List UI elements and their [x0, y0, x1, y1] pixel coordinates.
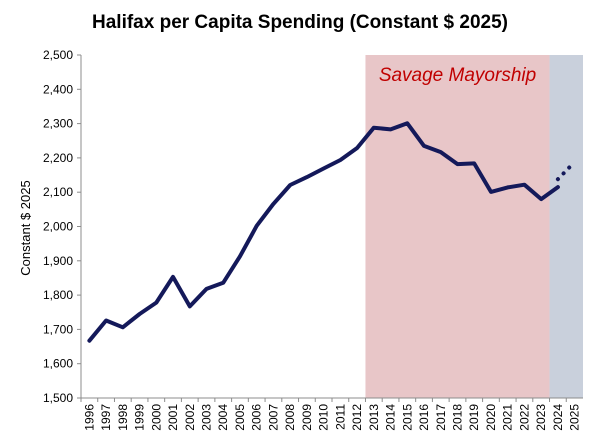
x-tick-label: 2005 [233, 404, 247, 431]
shaded-region-1 [365, 55, 550, 398]
x-tick-label: 2007 [266, 404, 280, 431]
x-tick-label: 2019 [467, 404, 481, 431]
x-tick-label: 2002 [183, 404, 197, 431]
x-tick-labels: 1996 1997 1998 1999 2000 2001 2002 2003 2004 2005… [80, 398, 582, 431]
x-tick-label: 2020 [484, 404, 498, 431]
x-tick-label: 1997 [99, 404, 113, 431]
x-tick-label: 2024 [551, 404, 565, 431]
y-tick-label: 2,100 [43, 185, 73, 199]
x-tick-label: 1999 [133, 404, 147, 431]
x-tick-label: 2017 [434, 404, 448, 431]
x-tick-label: 2011 [333, 404, 347, 430]
x-tick-label: 2015 [400, 404, 414, 431]
x-tick-label: 2009 [300, 404, 314, 431]
x-tick-label: 2003 [200, 404, 214, 431]
x-tick-label: 2021 [501, 404, 515, 431]
y-tick-label: 2,000 [43, 220, 73, 234]
x-tick-label: 2025 [568, 404, 582, 431]
x-tick-label: 2006 [250, 404, 264, 431]
region-label-1: Savage Mayorship [379, 65, 536, 86]
x-tick-label: 2022 [517, 404, 531, 431]
y-tick-labels: 1,500 1,600 1,700 1,800 1,900 2,000 2,100 2,200… [43, 48, 81, 405]
x-tick-label: 2008 [283, 404, 297, 431]
y-tick-label: 1,600 [43, 357, 73, 371]
x-tick-label: 2000 [149, 404, 163, 431]
shaded-region-2 [549, 55, 583, 398]
y-tick-label: 1,900 [43, 254, 73, 268]
x-tick-label: 2012 [350, 404, 364, 431]
x-tick-label: 2004 [216, 404, 230, 431]
y-tick-label: 2,400 [43, 82, 73, 96]
x-tick-label: 2014 [384, 404, 398, 431]
y-tick-label: 1,700 [43, 322, 73, 336]
x-tick-label: 2023 [534, 404, 548, 431]
y-tick-label: 2,500 [43, 48, 73, 62]
series-lines [87, 121, 577, 343]
region-annotations: Savage Mayorship [379, 65, 536, 86]
y-tick-label: 1,800 [43, 288, 73, 302]
y-tick-label: 2,300 [43, 117, 73, 131]
x-tick-label: 1998 [116, 404, 130, 431]
y-tick-label: 1,500 [43, 391, 73, 405]
x-tick-label: 2001 [166, 404, 180, 431]
x-tick-label: 2018 [451, 404, 465, 431]
x-tick-label: 2016 [417, 404, 431, 431]
shaded-regions [365, 55, 583, 398]
x-tick-label: 1996 [82, 404, 96, 431]
x-tick-label: 2013 [367, 404, 381, 431]
spending-line [87, 121, 560, 343]
chart-title: Halifax per Capita Spending (Constant $ … [92, 12, 508, 33]
y-axis-label: Constant $ 2025 [18, 180, 33, 275]
y-tick-label: 2,200 [43, 151, 73, 165]
x-tick-label: 2010 [317, 404, 331, 431]
